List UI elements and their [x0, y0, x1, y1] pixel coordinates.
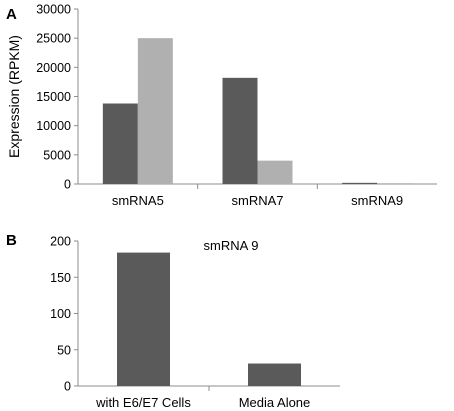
- y-tick-label: 25000: [36, 32, 71, 46]
- y-tick-label: 100: [50, 307, 71, 321]
- y-tick-label: 0: [64, 178, 71, 192]
- y-tick-label: 150: [50, 271, 71, 285]
- chart-title: smRNA 9: [204, 238, 259, 253]
- bar-smrna9-s1: [342, 182, 378, 184]
- panel-b-chart: 0 50 100 150 200 with E6/E7 Cells Media Alone s…: [50, 235, 340, 410]
- bar-smrna5-s2: [137, 38, 173, 184]
- y-tick-label: 15000: [36, 90, 71, 104]
- y-tick-label: 0: [64, 380, 71, 394]
- x-category-label: Media Alone: [239, 395, 311, 410]
- panel-a-chart: 0 5000 10000 15000 20000 25000 30000 smRNA5 smRN…: [6, 3, 437, 208]
- y-tick-label: 10000: [36, 119, 71, 133]
- panel-b-letter: B: [6, 232, 17, 249]
- x-category-label: with E6/E7 Cells: [95, 395, 191, 410]
- bar-media-alone-s1: [248, 363, 301, 386]
- bar-smrna7-s1: [222, 77, 258, 184]
- y-tick-label: 20000: [36, 61, 71, 75]
- bar-smrna5-s1: [102, 103, 138, 184]
- bar-smrna7-s2: [257, 160, 293, 184]
- x-category-label: smRNA7: [231, 193, 283, 208]
- x-category-label: smRNA9: [351, 193, 403, 208]
- panel-a-letter: A: [6, 6, 17, 23]
- bar-smrna9-s2: [377, 183, 413, 184]
- y-tick-label: 200: [50, 235, 71, 249]
- y-tick-label: 5000: [43, 148, 71, 162]
- x-category-label: smRNA5: [112, 193, 164, 208]
- y-axis-label: Expression (RPKM): [6, 35, 22, 158]
- y-tick-label: 30000: [36, 3, 71, 17]
- bar-with-e6-e7-cells-s1: [117, 252, 170, 386]
- y-tick-label: 50: [57, 343, 71, 357]
